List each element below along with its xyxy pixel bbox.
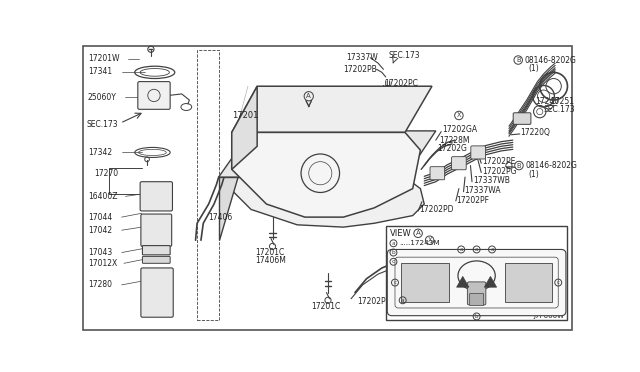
Text: a: a <box>490 247 494 252</box>
Text: a: a <box>392 241 396 246</box>
Text: a: a <box>475 247 478 252</box>
Text: 17012X: 17012X <box>88 259 117 268</box>
FancyBboxPatch shape <box>430 167 445 180</box>
FancyBboxPatch shape <box>470 294 484 306</box>
Text: 17251: 17251 <box>550 97 574 106</box>
Text: 17337W: 17337W <box>346 53 378 62</box>
FancyBboxPatch shape <box>452 157 466 170</box>
Text: 17342: 17342 <box>88 148 112 157</box>
Text: b: b <box>392 250 396 255</box>
Text: (1): (1) <box>528 64 539 73</box>
Text: .....17243MB: .....17243MB <box>399 259 444 265</box>
Text: 17280: 17280 <box>88 280 112 289</box>
Text: 17337WA: 17337WA <box>464 186 501 195</box>
FancyBboxPatch shape <box>471 146 486 159</box>
Text: a: a <box>460 247 463 252</box>
Text: 17240: 17240 <box>535 97 559 106</box>
Text: SEC.173: SEC.173 <box>543 105 575 114</box>
FancyBboxPatch shape <box>141 214 172 246</box>
Text: B: B <box>516 57 520 63</box>
FancyBboxPatch shape <box>504 263 552 302</box>
Text: .....17243M: .....17243M <box>399 240 440 246</box>
Text: 17201C: 17201C <box>255 248 284 257</box>
Text: c: c <box>557 280 560 285</box>
FancyBboxPatch shape <box>141 268 173 317</box>
Polygon shape <box>219 131 251 240</box>
FancyBboxPatch shape <box>513 113 531 124</box>
FancyBboxPatch shape <box>140 182 172 211</box>
Text: 17202PG: 17202PG <box>482 167 516 176</box>
Text: .....17243MA: .....17243MA <box>399 250 444 256</box>
Text: 17202PB: 17202PB <box>344 65 377 74</box>
Text: 17220Q: 17220Q <box>520 128 550 137</box>
Text: b: b <box>475 314 478 319</box>
Text: 25060Y: 25060Y <box>88 93 116 102</box>
Text: 17201: 17201 <box>232 111 258 120</box>
Text: VIEW: VIEW <box>390 229 412 238</box>
Text: B: B <box>516 163 521 169</box>
Text: 17228M: 17228M <box>440 136 470 145</box>
Text: X: X <box>457 112 461 118</box>
Text: a: a <box>401 298 404 303</box>
Text: 17042: 17042 <box>88 226 112 235</box>
Text: c: c <box>394 280 397 285</box>
Text: SEC.173: SEC.173 <box>388 51 420 60</box>
Text: 17406M: 17406M <box>255 256 285 265</box>
Text: 17202PF: 17202PF <box>456 196 490 205</box>
Text: J7P000W: J7P000W <box>534 313 564 319</box>
Text: 17201W: 17201W <box>88 54 119 63</box>
Text: 17202GA: 17202GA <box>442 125 477 134</box>
Text: 08146-8202G: 08146-8202G <box>525 161 577 170</box>
Bar <box>386 226 568 320</box>
Text: X: X <box>428 237 432 243</box>
Text: 17202PA: 17202PA <box>411 259 445 268</box>
FancyBboxPatch shape <box>387 250 566 316</box>
Text: SEC.173: SEC.173 <box>86 120 118 129</box>
FancyBboxPatch shape <box>143 246 170 255</box>
Text: 17202P: 17202P <box>357 297 386 306</box>
Text: 17270: 17270 <box>94 170 118 179</box>
Polygon shape <box>456 276 469 287</box>
Text: 17201C: 17201C <box>311 302 340 311</box>
Text: 17202PC: 17202PC <box>384 78 418 88</box>
Polygon shape <box>219 131 436 177</box>
Text: 08146-8202G: 08146-8202G <box>524 55 576 64</box>
FancyBboxPatch shape <box>467 282 486 305</box>
Text: 17341: 17341 <box>88 67 112 76</box>
Text: 17226: 17226 <box>388 271 412 280</box>
Text: 17202PE: 17202PE <box>482 157 515 166</box>
FancyBboxPatch shape <box>143 256 170 263</box>
FancyBboxPatch shape <box>401 263 449 302</box>
Polygon shape <box>484 276 497 287</box>
Text: 17044: 17044 <box>88 213 112 222</box>
Polygon shape <box>219 177 424 227</box>
Text: 17337WB: 17337WB <box>473 176 509 185</box>
Text: (1): (1) <box>528 170 539 179</box>
Polygon shape <box>232 86 432 132</box>
Polygon shape <box>232 132 420 217</box>
Text: 17202G: 17202G <box>437 144 467 153</box>
Bar <box>197 50 219 320</box>
Text: 17043: 17043 <box>88 248 112 257</box>
Text: A: A <box>307 93 311 99</box>
Polygon shape <box>232 86 257 169</box>
Text: A: A <box>416 230 420 236</box>
Text: c: c <box>392 259 395 264</box>
FancyBboxPatch shape <box>138 81 170 109</box>
Text: 17202PD: 17202PD <box>419 205 453 214</box>
Text: 16400Z: 16400Z <box>88 192 117 201</box>
Text: 17406: 17406 <box>209 213 233 222</box>
